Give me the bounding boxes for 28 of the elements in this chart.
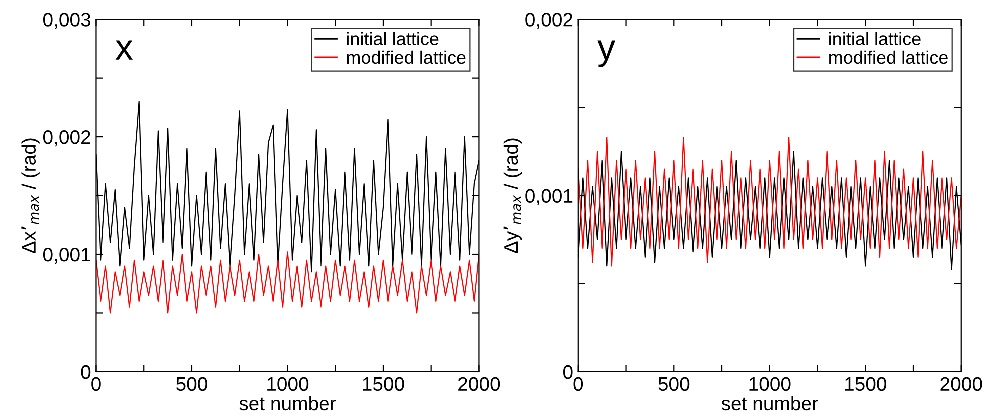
x-tick-label: 0 [92,377,101,392]
x-tick-label: 2000 [940,377,982,392]
y-tick-label: 0 [81,365,91,380]
x-tick-label: 1500 [363,377,404,392]
y-axis-title: Δy’$_{max}$ / (rad) [504,138,522,254]
x-tick-label: 1500 [845,377,887,392]
x-tick-label: 500 [176,377,208,392]
y-axis-title: Δx’$_{max}$ / (rad) [22,138,40,254]
legend-label: modified lattice [347,50,466,64]
y-tick-label: 0,003 [43,13,91,30]
y-tick-label: 0,001 [43,248,90,264]
x-tick-label: 2000 [458,377,500,392]
legend-label: initial lattice [830,32,921,46]
x-tick-label: 0 [574,377,584,392]
x-tick-label: 1000 [268,377,309,392]
x-tick-label: 500 [658,377,690,392]
y-tick-label: 0,002 [43,130,90,147]
y-tick-label: 0 [563,365,573,380]
x-tick-label: 1000 [750,377,791,392]
annotation: y [598,40,616,68]
x-axis-title: set number [240,396,336,411]
x-axis-title: set number [722,396,818,411]
legend-label: modified lattice [830,50,948,64]
line-series [96,252,480,314]
y-tick-label: 0,002 [526,13,573,30]
y-tick-label: 0,001 [526,189,573,206]
annotation: x [116,40,134,60]
legend-label: initial lattice [347,32,439,46]
